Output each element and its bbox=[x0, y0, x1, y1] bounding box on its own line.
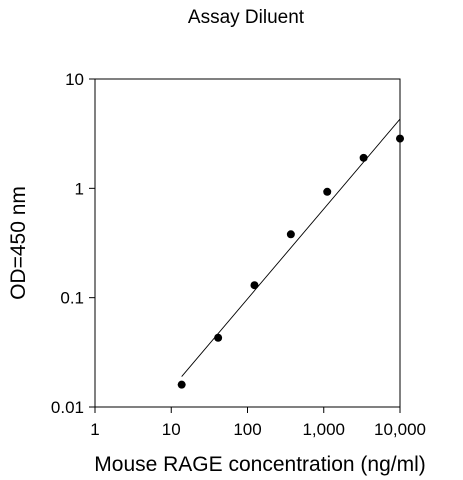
fit-line bbox=[181, 118, 401, 377]
x-tick-label-2: 100 bbox=[233, 420, 261, 439]
data-point-5 bbox=[359, 153, 368, 162]
y-axis: 0.01 0.1 1 10 bbox=[51, 70, 95, 417]
y-tick-label-1: 0.1 bbox=[60, 289, 84, 308]
y-tick-label-0: 0.01 bbox=[51, 398, 84, 417]
y-tick-label-2: 1 bbox=[75, 179, 84, 198]
data-point-6 bbox=[396, 134, 404, 143]
plot-frame bbox=[94, 78, 401, 408]
x-axis: 1 10 100 1,000 10,000 bbox=[90, 407, 426, 439]
chart-title: Assay Diluent bbox=[188, 7, 305, 28]
data-point-3 bbox=[286, 230, 295, 239]
y-axis-label: OD=450 nm bbox=[7, 186, 30, 300]
x-axis-label: Mouse RAGE concentration (ng/ml) bbox=[94, 453, 425, 476]
data-point-1 bbox=[214, 333, 223, 342]
x-tick-label-1: 10 bbox=[162, 420, 181, 439]
data-point-4 bbox=[323, 187, 332, 196]
y-tick-label-3: 10 bbox=[65, 70, 84, 89]
data-point-2 bbox=[250, 281, 259, 290]
data-point-0 bbox=[177, 380, 186, 389]
x-tick-label-4: 10,000 bbox=[374, 420, 426, 439]
x-tick-label-0: 1 bbox=[90, 420, 99, 439]
data-points bbox=[177, 134, 404, 389]
x-tick-label-3: 1,000 bbox=[302, 420, 345, 439]
